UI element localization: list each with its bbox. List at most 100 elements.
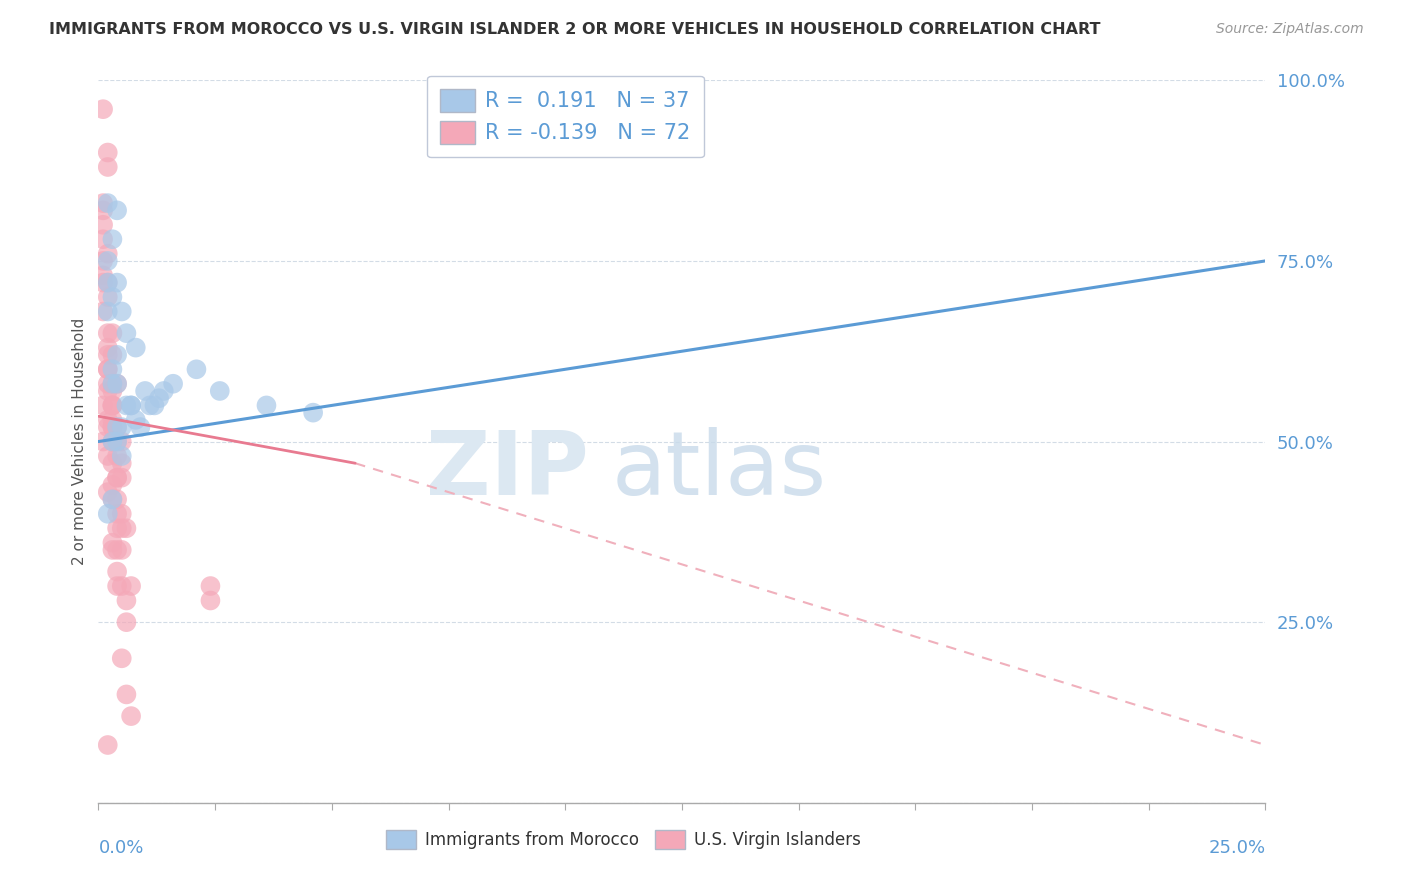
- Point: [115, 615, 138, 630]
- Point: [162, 376, 184, 391]
- Point: [97, 145, 120, 160]
- Point: [111, 579, 134, 593]
- Point: [134, 384, 156, 398]
- Point: [101, 413, 124, 427]
- Point: [111, 651, 134, 665]
- Point: [105, 542, 128, 557]
- Point: [111, 470, 134, 484]
- Point: [105, 492, 128, 507]
- Point: [115, 326, 138, 340]
- Point: [91, 276, 114, 290]
- Point: [115, 687, 138, 701]
- Point: [97, 485, 120, 500]
- Point: [97, 253, 120, 268]
- Point: [101, 398, 124, 412]
- Point: [105, 348, 128, 362]
- Point: [91, 398, 114, 412]
- Point: [91, 268, 114, 283]
- Point: [101, 420, 124, 434]
- Point: [101, 456, 124, 470]
- Point: [120, 579, 142, 593]
- Point: [97, 362, 120, 376]
- Point: [152, 384, 174, 398]
- Point: [302, 406, 325, 420]
- Point: [115, 521, 138, 535]
- Point: [186, 362, 208, 376]
- Point: [101, 434, 124, 449]
- Point: [256, 398, 278, 412]
- Point: [101, 362, 124, 376]
- Point: [101, 420, 124, 434]
- Point: [101, 232, 124, 246]
- Point: [129, 420, 152, 434]
- Point: [105, 376, 128, 391]
- Point: [97, 290, 120, 304]
- Point: [101, 376, 124, 391]
- Point: [105, 579, 128, 593]
- Point: [120, 709, 142, 723]
- Point: [200, 593, 222, 607]
- Point: [101, 478, 124, 492]
- Point: [91, 232, 114, 246]
- Point: [111, 420, 134, 434]
- Point: [105, 434, 128, 449]
- Point: [125, 341, 148, 355]
- Point: [111, 542, 134, 557]
- Point: [105, 507, 128, 521]
- Point: [97, 160, 120, 174]
- Point: [111, 521, 134, 535]
- Text: IMMIGRANTS FROM MOROCCO VS U.S. VIRGIN ISLANDER 2 OR MORE VEHICLES IN HOUSEHOLD : IMMIGRANTS FROM MOROCCO VS U.S. VIRGIN I…: [49, 22, 1101, 37]
- Point: [97, 738, 120, 752]
- Point: [101, 492, 124, 507]
- Point: [105, 203, 128, 218]
- Point: [101, 384, 124, 398]
- Point: [97, 348, 120, 362]
- Point: [120, 398, 142, 412]
- Point: [91, 102, 114, 116]
- Point: [105, 565, 128, 579]
- Point: [97, 507, 120, 521]
- Point: [97, 341, 120, 355]
- Legend: Immigrants from Morocco, U.S. Virgin Islanders: Immigrants from Morocco, U.S. Virgin Isl…: [380, 823, 868, 856]
- Point: [97, 246, 120, 260]
- Point: [105, 470, 128, 484]
- Point: [111, 456, 134, 470]
- Point: [101, 542, 124, 557]
- Point: [97, 420, 120, 434]
- Point: [101, 398, 124, 412]
- Point: [143, 398, 166, 412]
- Point: [105, 470, 128, 484]
- Point: [105, 420, 128, 434]
- Text: atlas: atlas: [612, 427, 827, 514]
- Point: [97, 326, 120, 340]
- Point: [105, 420, 128, 434]
- Point: [148, 391, 170, 405]
- Point: [91, 196, 114, 211]
- Point: [139, 398, 162, 412]
- Point: [125, 413, 148, 427]
- Point: [105, 376, 128, 391]
- Point: [101, 348, 124, 362]
- Point: [115, 593, 138, 607]
- Point: [101, 290, 124, 304]
- Text: Source: ZipAtlas.com: Source: ZipAtlas.com: [1216, 22, 1364, 37]
- Point: [97, 276, 120, 290]
- Point: [101, 398, 124, 412]
- Point: [105, 434, 128, 449]
- Text: 0.0%: 0.0%: [98, 838, 143, 857]
- Point: [91, 253, 114, 268]
- Text: 25.0%: 25.0%: [1208, 838, 1265, 857]
- Point: [208, 384, 231, 398]
- Point: [101, 535, 124, 549]
- Text: ZIP: ZIP: [426, 427, 589, 514]
- Point: [105, 276, 128, 290]
- Point: [101, 326, 124, 340]
- Point: [101, 376, 124, 391]
- Point: [101, 492, 124, 507]
- Y-axis label: 2 or more Vehicles in Household: 2 or more Vehicles in Household: [72, 318, 87, 566]
- Point: [97, 362, 120, 376]
- Point: [91, 203, 114, 218]
- Point: [91, 434, 114, 449]
- Point: [111, 304, 134, 318]
- Point: [97, 413, 120, 427]
